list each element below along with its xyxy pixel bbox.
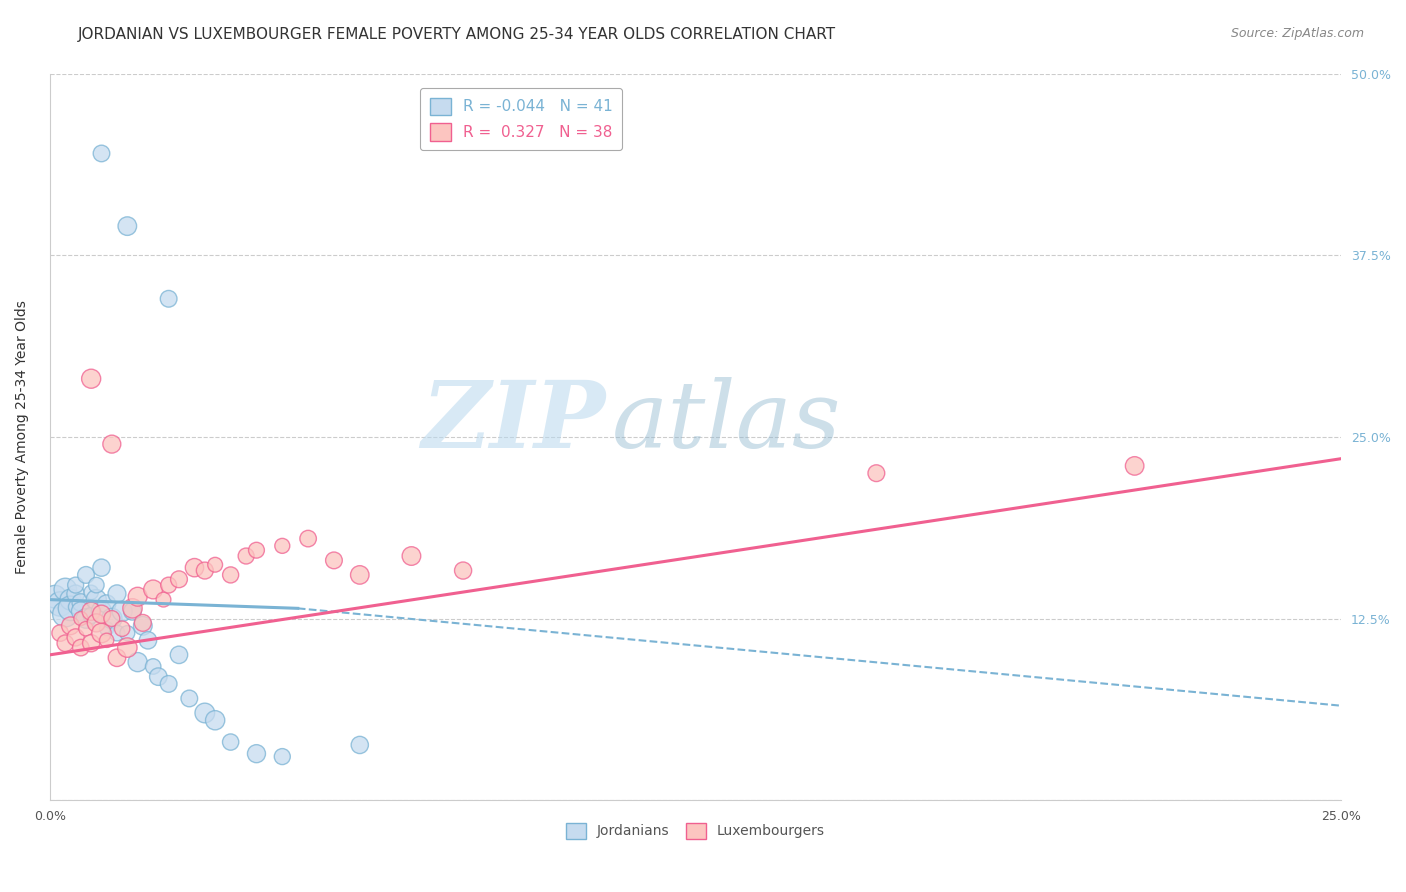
Point [80, 372, 103, 386]
Y-axis label: Female Poverty Among 25-34 Year Olds: Female Poverty Among 25-34 Year Olds [15, 300, 30, 574]
Point [167, 648, 190, 662]
Point [86, 578, 108, 592]
Legend: Jordanians, Luxembourgers: Jordanians, Luxembourgers [561, 817, 831, 844]
Point [157, 292, 180, 306]
Point [157, 578, 180, 592]
Point [245, 747, 267, 761]
Point [90, 604, 112, 618]
Point [101, 611, 124, 625]
Text: Source: ZipAtlas.com: Source: ZipAtlas.com [1230, 27, 1364, 40]
Point [142, 659, 165, 673]
Point [451, 564, 474, 578]
Point [204, 558, 226, 572]
Point [90, 146, 112, 161]
Point [132, 615, 155, 630]
Point [121, 604, 143, 618]
Point [65, 599, 87, 614]
Point [75, 622, 97, 636]
Point [219, 568, 242, 582]
Point [148, 670, 170, 684]
Point [101, 437, 124, 451]
Text: ZIP: ZIP [420, 377, 605, 467]
Point [297, 532, 319, 546]
Point [1123, 458, 1146, 473]
Point [121, 601, 143, 615]
Point [65, 631, 87, 645]
Point [349, 568, 371, 582]
Point [75, 568, 97, 582]
Point [96, 633, 118, 648]
Point [167, 572, 190, 586]
Point [90, 560, 112, 574]
Point [65, 587, 87, 601]
Point [86, 615, 108, 630]
Point [111, 604, 134, 618]
Point [65, 578, 87, 592]
Point [194, 706, 217, 720]
Text: JORDANIAN VS LUXEMBOURGER FEMALE POVERTY AMONG 25-34 YEAR OLDS CORRELATION CHART: JORDANIAN VS LUXEMBOURGER FEMALE POVERTY… [77, 27, 835, 42]
Point [75, 611, 97, 625]
Point [53, 607, 76, 622]
Point [53, 582, 76, 597]
Point [865, 466, 887, 480]
Point [80, 608, 103, 623]
Point [69, 611, 91, 625]
Point [90, 607, 112, 622]
Point [194, 564, 217, 578]
Point [117, 219, 139, 233]
Point [90, 626, 112, 640]
Point [136, 633, 159, 648]
Point [105, 587, 128, 601]
Point [401, 549, 423, 563]
Point [245, 543, 267, 558]
Point [111, 622, 134, 636]
Point [53, 636, 76, 650]
Point [80, 604, 103, 618]
Text: atlas: atlas [612, 377, 841, 467]
Point [179, 691, 201, 706]
Point [235, 549, 257, 563]
Point [96, 622, 118, 636]
Point [183, 560, 205, 574]
Point [152, 592, 174, 607]
Point [132, 619, 155, 633]
Point [117, 640, 139, 655]
Point [105, 650, 128, 665]
Point [86, 592, 108, 607]
Point [59, 592, 82, 607]
Point [127, 590, 149, 604]
Point [105, 626, 128, 640]
Point [142, 582, 165, 597]
Point [204, 713, 226, 727]
Point [271, 539, 294, 553]
Point [271, 749, 294, 764]
Point [59, 601, 82, 615]
Point [69, 595, 91, 609]
Point [127, 655, 149, 669]
Point [323, 553, 346, 567]
Point [69, 640, 91, 655]
Point [49, 626, 72, 640]
Point [101, 611, 124, 625]
Point [80, 636, 103, 650]
Point [49, 597, 72, 611]
Point [96, 597, 118, 611]
Point [219, 735, 242, 749]
Point [349, 738, 371, 752]
Point [69, 604, 91, 618]
Point [59, 619, 82, 633]
Point [157, 677, 180, 691]
Point [80, 585, 103, 599]
Point [44, 590, 66, 604]
Point [117, 626, 139, 640]
